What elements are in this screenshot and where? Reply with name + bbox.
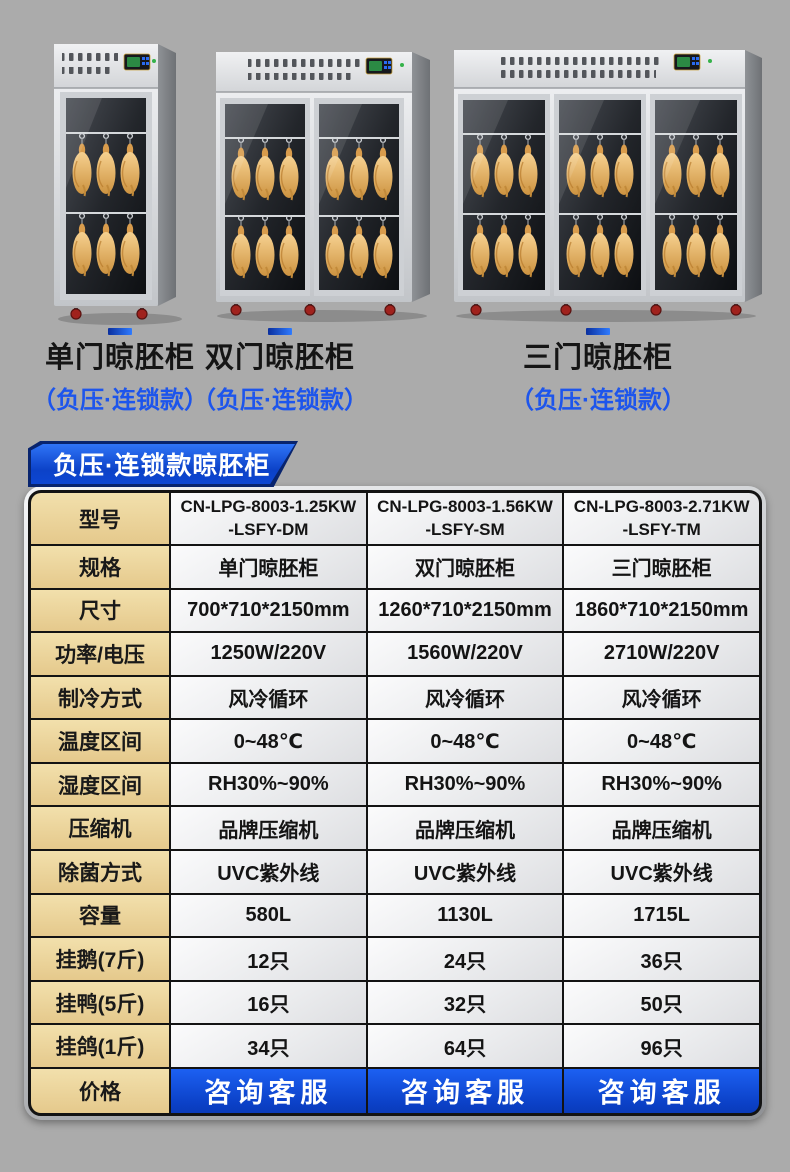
spec-value-duck-1: 16只: [171, 981, 366, 1024]
spec-value-temperature-1: 0~48℃: [171, 720, 366, 762]
product-image-single-door-cabinet: [50, 38, 188, 328]
spec-value-compressor-1: 品牌压缩机: [171, 807, 366, 850]
spec-table: 型号 CN-LPG-8003-1.25KW -LSFY-DM CN-LPG-80…: [28, 490, 762, 1116]
contact-service-button-2[interactable]: 咨询客服: [367, 1068, 563, 1113]
spec-value-spec-1: 单门晾胚柜: [171, 546, 366, 588]
spec-value-duck-2: 32只: [367, 981, 563, 1024]
spec-value-model-2: CN-LPG-8003-1.56KW -LSFY-SM: [367, 493, 563, 544]
spec-value-humidity-1: RH30%~90%: [171, 763, 366, 806]
contact-service-button-3[interactable]: 咨询客服: [564, 1068, 759, 1113]
spec-value-goose-3: 36只: [564, 938, 759, 980]
spec-value-cooling-1: 风冷循环: [171, 676, 366, 719]
section-banner-title: 负压·连锁款晾胚柜: [53, 452, 271, 480]
spec-value-pigeon-1: 34只: [171, 1025, 366, 1067]
product-image-triple-door-cabinet: [446, 42, 766, 326]
spec-value-sterilization-2: UVC紫外线: [367, 851, 563, 893]
spec-value-model-1: CN-LPG-8003-1.25KW -LSFY-DM: [171, 493, 366, 544]
spec-value-sterilization-1: UVC紫外线: [171, 851, 366, 893]
spec-value-capacity-2: 1130L: [367, 894, 563, 937]
spec-value-power-2: 1560W/220V: [367, 633, 563, 675]
spec-label-capacity: 容量: [31, 894, 169, 937]
spec-value-duck-3: 50只: [564, 981, 759, 1024]
spec-value-temperature-2: 0~48℃: [367, 720, 563, 762]
spec-label-humidity: 湿度区间: [31, 763, 169, 806]
spec-label-power: 功率/电压: [31, 633, 169, 675]
spec-value-cooling-3: 风冷循环: [564, 676, 759, 719]
spec-value-pigeon-2: 64只: [367, 1025, 563, 1067]
product-label-triple-door: 三门晾胚柜 （负压·连锁款）: [486, 328, 710, 415]
spec-label-model: 型号: [31, 493, 169, 544]
spec-value-goose-1: 12只: [171, 938, 366, 980]
product-title: 双门晾胚柜: [204, 342, 355, 374]
spec-value-spec-3: 三门晾胚柜: [564, 546, 759, 588]
spec-label-duck: 挂鸭(5斤): [31, 981, 169, 1024]
spec-value-pigeon-3: 96只: [564, 1025, 759, 1067]
section-banner: 负压·连锁款晾胚柜: [28, 441, 298, 487]
product-title: 三门晾胚柜: [522, 342, 673, 374]
section-banner-inner: 负压·连锁款晾胚柜: [31, 444, 295, 484]
spec-label-compressor: 压缩机: [31, 807, 169, 850]
contact-service-button-1[interactable]: 咨询客服: [171, 1068, 366, 1113]
spec-value-temperature-3: 0~48℃: [564, 720, 759, 762]
spec-value-humidity-2: RH30%~90%: [367, 763, 563, 806]
spec-value-size-3: 1860*710*2150mm: [564, 589, 759, 632]
product-label-single-door: 单门晾胚柜 （负压·连锁款）: [8, 328, 232, 415]
spec-value-sterilization-3: UVC紫外线: [564, 851, 759, 893]
product-subtitle: （负压·连锁款）: [32, 387, 208, 415]
spec-label-sterilization: 除菌方式: [31, 851, 169, 893]
spec-label-pigeon: 挂鸽(1斤): [31, 1025, 169, 1067]
spec-label-price: 价格: [31, 1068, 169, 1113]
spec-value-humidity-3: RH30%~90%: [564, 763, 759, 806]
spec-value-compressor-2: 品牌压缩机: [367, 807, 563, 850]
spec-value-power-3: 2710W/220V: [564, 633, 759, 675]
spec-value-compressor-3: 品牌压缩机: [564, 807, 759, 850]
spec-value-spec-2: 双门晾胚柜: [367, 546, 563, 588]
spec-label-temperature: 温度区间: [31, 720, 169, 762]
product-image-double-door-cabinet: [210, 44, 438, 326]
spec-value-capacity-3: 1715L: [564, 894, 759, 937]
spec-value-size-2: 1260*710*2150mm: [367, 589, 563, 632]
blue-dash-accent: [586, 328, 610, 335]
blue-dash-accent: [268, 328, 292, 335]
spec-label-spec: 规格: [31, 546, 169, 588]
spec-value-goose-2: 24只: [367, 938, 563, 980]
product-subtitle: （负压·连锁款）: [192, 387, 368, 415]
product-label-double-door: 双门晾胚柜 （负压·连锁款）: [168, 328, 392, 415]
spec-value-capacity-1: 580L: [171, 894, 366, 937]
spec-table-frame: 型号 CN-LPG-8003-1.25KW -LSFY-DM CN-LPG-80…: [24, 486, 766, 1120]
spec-label-goose: 挂鹅(7斤): [31, 938, 169, 980]
blue-dash-accent: [108, 328, 132, 335]
spec-value-model-3: CN-LPG-8003-2.71KW -LSFY-TM: [564, 493, 759, 544]
spec-value-power-1: 1250W/220V: [171, 633, 366, 675]
spec-label-cooling: 制冷方式: [31, 676, 169, 719]
spec-value-cooling-2: 风冷循环: [367, 676, 563, 719]
spec-label-size: 尺寸: [31, 589, 169, 632]
product-subtitle: （负压·连锁款）: [510, 387, 686, 415]
spec-value-size-1: 700*710*2150mm: [171, 589, 366, 632]
product-title: 单门晾胚柜: [44, 342, 195, 374]
